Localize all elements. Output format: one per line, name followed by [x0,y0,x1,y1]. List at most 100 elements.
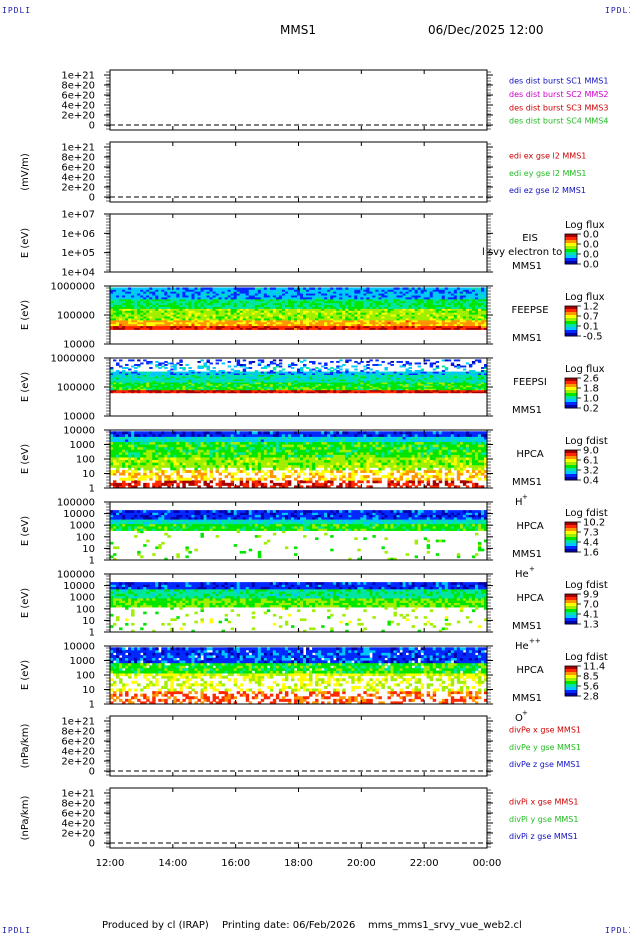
spectrogram-cell [439,372,442,374]
spectrogram-cell [463,372,466,374]
spectrogram-cell [315,287,318,289]
spectrogram-cell [219,287,222,289]
spectrogram-cell [197,287,200,289]
spectrogram-cell [273,287,276,289]
spectrogram-cell [478,372,481,374]
spectrogram-cell [140,372,143,374]
spectrogram-cell [451,372,454,374]
spectrogram-cell [140,287,143,289]
spectrogram-cell [210,287,213,289]
spectrogram-cell [161,287,164,289]
spectrogram-cell [418,287,421,289]
spectrogram-cell [315,370,318,372]
spectrogram-cell [448,287,451,289]
y-tick-label: 1e+06 [61,229,95,240]
spectrogram-cell [203,287,206,289]
spectrogram-cell [125,287,128,289]
spectrogram-cell [173,287,176,289]
spectrogram-cell [231,287,234,289]
spectrogram-cell [400,287,403,289]
spectrogram-cell [243,287,246,289]
y-axis-label: (mV/m) [20,153,31,191]
spectrogram-cell [264,372,267,374]
spectrogram-cell [128,372,131,374]
spectrogram-cell [433,369,436,371]
spectrogram-cell [324,367,327,369]
spectrogram-cell [294,287,297,289]
spectrogram-cell [291,372,294,374]
spectrogram-cell [167,287,170,289]
spectrogram-cell [312,369,315,371]
panel-frame [110,70,487,130]
y-tick-label: 1000000 [50,354,95,365]
panel-frame [110,142,487,202]
legend-entry: edi ex gse l2 MMS1 [509,152,586,161]
spectrogram-cell [291,287,294,289]
y-tick-label: 10000 [63,412,95,423]
spectrogram-cell [366,372,369,374]
spectrogram-cell [185,287,188,289]
spectrogram-cell [327,287,330,289]
spectrogram-cell [188,367,191,369]
spectrogram-cell [436,372,439,374]
spectrogram-cell [306,287,309,289]
spectrogram-cell [466,287,469,289]
spectrogram-cell [225,287,228,289]
spectrogram-cell [255,370,258,372]
spectrogram-cell [119,287,122,289]
spectrogram-cell [354,372,357,374]
spectrogram-cell [312,287,315,289]
spectrogram-cell [137,287,140,289]
spectrogram-cell [179,287,182,289]
spectrogram-cell [288,372,291,374]
spectrogram-cell [167,370,170,372]
spectrogram-cell [415,287,418,289]
spectrogram-cell [116,287,119,289]
spectrogram-cell [255,287,258,289]
y-tick-label: 0 [89,121,95,132]
spectrogram-cell [330,370,333,372]
spectrogram-cell [207,372,210,374]
spectrogram-cell [128,287,131,289]
spectrogram-cell [333,369,336,371]
spectrogram-cell [134,370,137,372]
legend-entry: des dist burst SC2 MMS2 [509,90,608,99]
spectrogram-cell [282,287,285,289]
spectrogram-cell [351,372,354,374]
spectrogram-cell [182,367,185,369]
spectrogram-cell [237,370,240,372]
y-tick-label: 1e+07 [61,210,95,221]
spectrogram-cell [270,370,273,372]
spectrogram-cell [261,372,264,374]
spectrogram-cell [339,287,342,289]
spectrogram-cell [143,372,146,374]
spectrogram-cell [409,370,412,372]
spectrogram-cell [252,287,255,289]
spectrogram-cell [213,370,216,372]
spectrogram-cell [197,372,200,374]
spectrogram-cell [146,372,149,374]
spectrogram-cell [173,372,176,374]
spectrogram-cell [339,369,342,371]
spectrogram-cell [348,372,351,374]
spectrogram-cell [228,287,231,289]
spectrogram-cell [191,287,194,289]
spectrogram-cell [191,370,194,372]
spectrogram-cell [149,287,152,289]
spectrogram-cell [188,370,191,372]
spectrogram-cell [400,372,403,374]
spectrogram-cell [327,369,330,371]
spectrogram-cell [116,370,119,372]
spectrogram-cell [249,372,252,374]
spectrogram-cell [306,372,309,374]
spectrogram-cell [381,287,384,289]
spectrogram-cell [155,287,158,289]
spectrogram-cell [369,372,372,374]
spectrogram-cell [433,287,436,289]
spectrogram-cell [291,367,294,369]
spectrogram-cell [240,372,243,374]
spectrogram-cell [463,287,466,289]
spacecraft-label: MMS1 [512,261,542,272]
